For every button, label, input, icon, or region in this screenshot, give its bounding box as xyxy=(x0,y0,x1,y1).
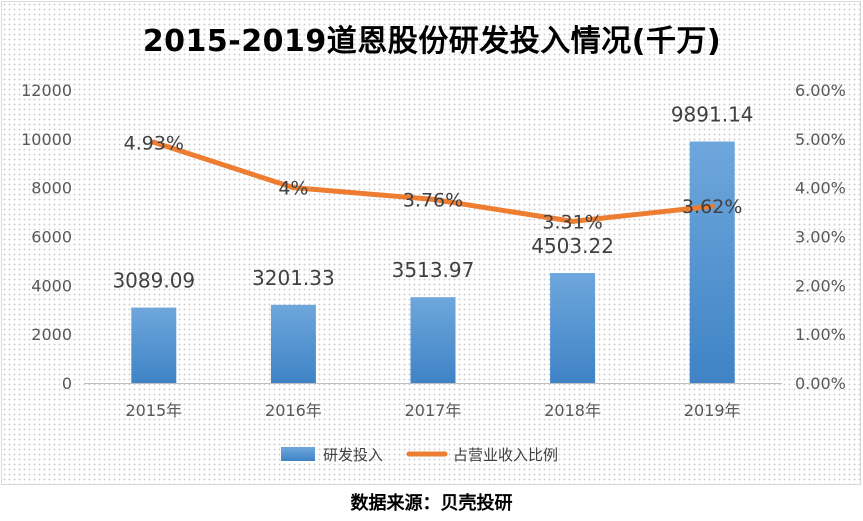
chart-svg: 0 2000 4000 6000 8000 10000 12000 0.00% 1.00% 2.0… xyxy=(21,81,846,464)
bar xyxy=(270,304,316,383)
bar-value-label: 3201.33 xyxy=(252,266,335,290)
y-left-tick-label: 10000 xyxy=(21,130,72,149)
y-left-tick-label: 8000 xyxy=(31,179,72,198)
legend-label-line: 占营业收入比例 xyxy=(453,446,558,464)
line-point xyxy=(290,185,296,191)
x-category-label: 2016年 xyxy=(265,401,322,420)
line-value-label: 3.62% xyxy=(682,196,742,218)
line-point xyxy=(430,196,436,202)
x-category-label: 2015年 xyxy=(125,401,182,420)
y-right-tick-label: 5.00% xyxy=(795,130,846,149)
y-left-tick-label: 12000 xyxy=(21,81,72,100)
bar xyxy=(689,141,735,383)
line-value-label: 3.76% xyxy=(403,189,463,211)
y-right-tick-label: 6.00% xyxy=(795,81,846,100)
chart-title: 2015-2019道恩股份研发投入情况(千万) xyxy=(142,24,722,59)
y-left-tick-label: 4000 xyxy=(31,276,72,295)
source-note: 数据来源：贝壳投研 xyxy=(350,493,513,514)
line-value-label: 4% xyxy=(278,178,308,200)
bar xyxy=(131,307,177,383)
line-point xyxy=(570,218,576,224)
legend-label-bar: 研发投入 xyxy=(323,446,383,464)
chart-area: 2015-2019道恩股份研发投入情况(千万) 0 2000 4000 6000 800… xyxy=(1,1,861,485)
bar xyxy=(410,297,456,383)
bar xyxy=(550,273,596,383)
y-right-tick-label: 0.00% xyxy=(795,374,846,393)
y-right-tick-label: 4.00% xyxy=(795,179,846,198)
x-category-label: 2019年 xyxy=(684,401,741,420)
y-left-tick-label: 6000 xyxy=(31,228,72,247)
line-point xyxy=(151,139,157,145)
bar-value-label: 4503.22 xyxy=(531,234,614,258)
x-category-label: 2018年 xyxy=(544,401,601,420)
bar-value-label: 9891.14 xyxy=(671,102,754,126)
bar-value-label: 3089.09 xyxy=(112,269,195,293)
y-right-tick-label: 1.00% xyxy=(795,325,846,344)
y-left-tick-label: 0 xyxy=(62,374,72,393)
x-category-label: 2017年 xyxy=(405,401,462,420)
line-value-label: 4.93% xyxy=(124,132,184,154)
y-right-tick-label: 2.00% xyxy=(795,276,846,295)
y-left-tick-label: 2000 xyxy=(31,325,72,344)
legend-swatch-bar xyxy=(281,447,315,461)
bar-value-label: 3513.97 xyxy=(392,258,475,282)
line-value-label: 3.31% xyxy=(542,211,602,233)
line-point xyxy=(709,203,715,209)
y-right-tick-label: 3.00% xyxy=(795,228,846,247)
